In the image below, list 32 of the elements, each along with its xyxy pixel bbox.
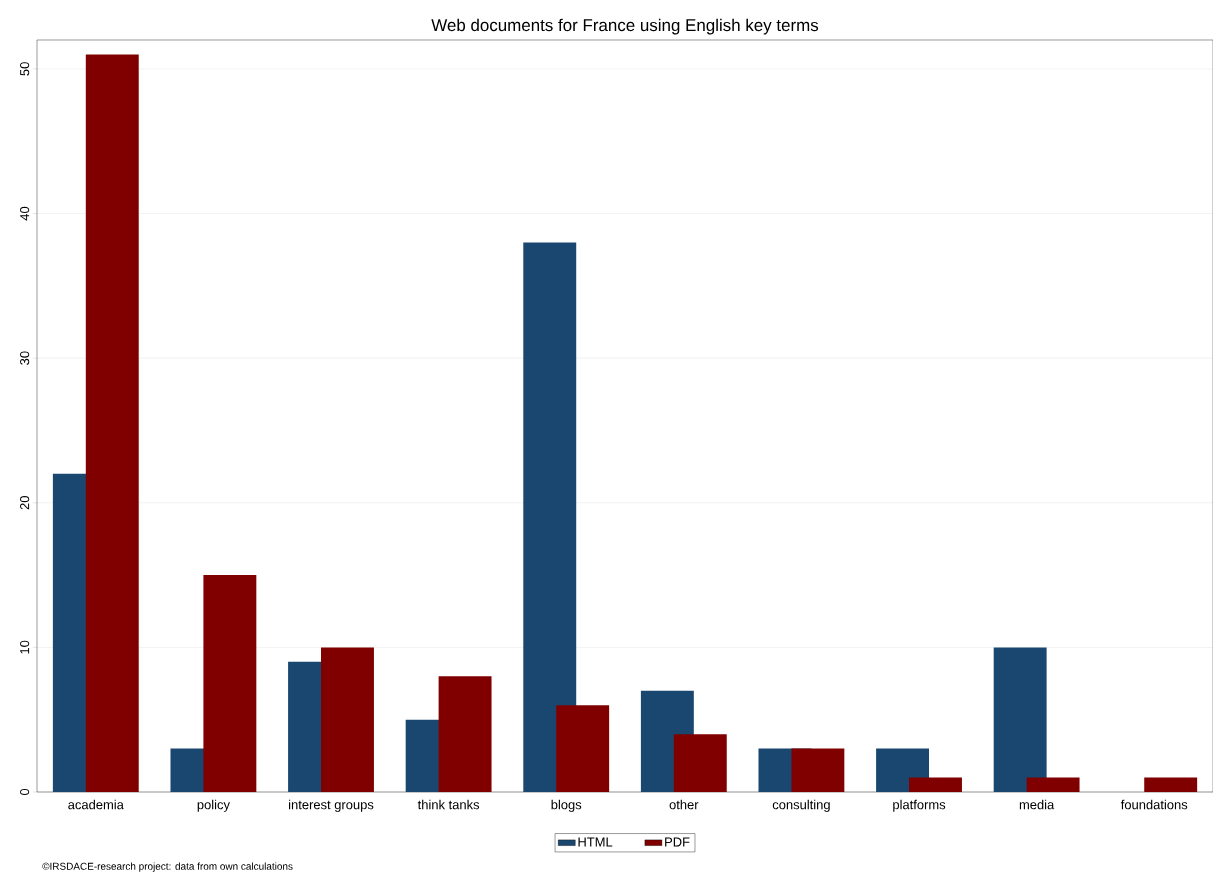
bar xyxy=(993,647,1047,792)
y-tick-label: 0 xyxy=(20,788,30,796)
bar xyxy=(909,777,962,792)
bar xyxy=(203,575,257,792)
x-tick-label: interest groups xyxy=(289,799,374,812)
x-tick-label: media xyxy=(1019,799,1055,810)
y-tick-label: 20 xyxy=(20,496,30,510)
chart-title: Web documents for France using English key terms xyxy=(431,18,819,35)
bar xyxy=(1144,777,1198,792)
x-tick-label: policy xyxy=(197,799,230,812)
bar xyxy=(85,54,139,792)
x-tick-label: blogs xyxy=(551,799,582,812)
y-tick-label: 50 xyxy=(20,62,30,76)
x-tick-label: think tanks xyxy=(417,799,480,810)
legend-label: HTML xyxy=(578,837,613,847)
x-tick-label: platforms xyxy=(893,799,946,812)
x-tick-label: consulting xyxy=(772,799,830,812)
x-tick-label: other xyxy=(669,799,699,810)
text: ©IRSDACE-research project: data from own calculations xyxy=(42,862,293,872)
bar xyxy=(321,647,374,792)
bar xyxy=(523,242,577,792)
bar xyxy=(556,705,610,792)
y-tick-label: 40 xyxy=(20,206,30,221)
bar xyxy=(438,676,492,792)
y-tick-label: 10 xyxy=(20,640,30,654)
bar xyxy=(791,748,845,792)
x-tick-label: foundations xyxy=(1120,799,1188,810)
bar xyxy=(673,734,727,792)
bar xyxy=(1026,777,1080,792)
x-tick-label: academia xyxy=(68,799,124,810)
legend-label: PDF xyxy=(665,837,690,847)
y-tick-label: 30 xyxy=(20,351,30,365)
